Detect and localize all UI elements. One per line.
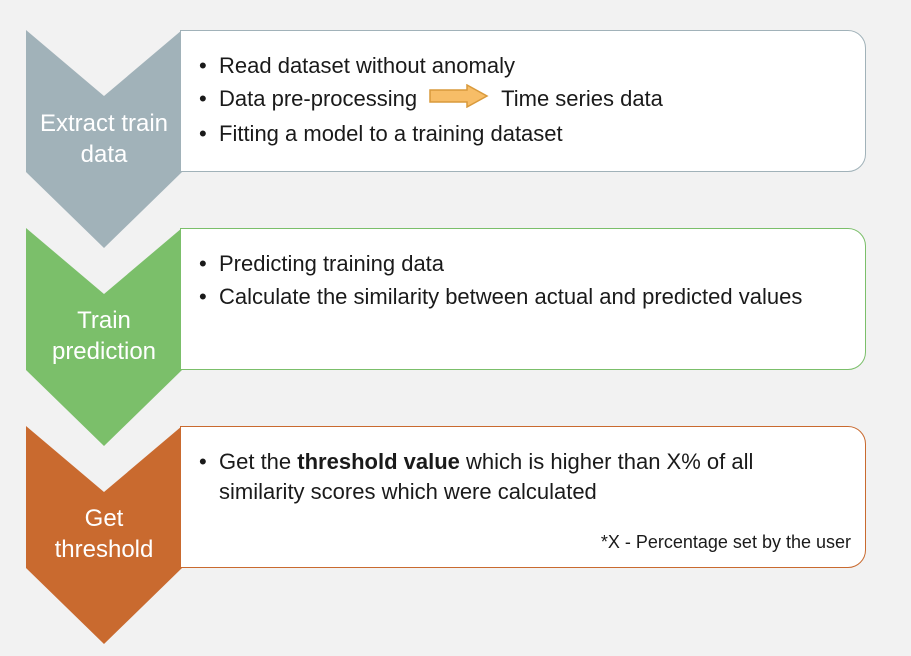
bullet-text-bold: threshold value: [297, 449, 460, 474]
chevron-extract-train-data: Extract train data: [26, 30, 182, 250]
chevron-label-2-line2: prediction: [51, 338, 157, 365]
bullet-text: Read dataset without anomaly: [219, 53, 515, 78]
list-item: • Predicting training data: [199, 249, 845, 279]
chevron-get-threshold: Get threshold: [26, 426, 182, 646]
chevron-shape-1: [26, 30, 182, 248]
chevron-shape-3: [26, 426, 182, 644]
bullet-icon: •: [199, 449, 207, 474]
chevron-label-3: Get threshold: [26, 503, 182, 565]
chevron-label-3-line1: Get: [84, 505, 124, 532]
list-item: • Data pre-processing Time series data: [199, 83, 845, 116]
bullet-text: Predicting training data: [219, 251, 445, 276]
bullet-icon: •: [199, 251, 207, 276]
chevron-label-3-line2: threshold: [54, 536, 154, 563]
footnote: *X - Percentage set by the user: [600, 532, 851, 552]
bullet-text-suffix: which is higher than X% of all similarit…: [219, 449, 754, 504]
list-item: • Read dataset without anomaly: [199, 51, 845, 81]
bullet-icon: •: [199, 53, 207, 78]
chevron-label-2-line1: Train: [77, 307, 131, 334]
list-item: • Fitting a model to a training dataset: [199, 119, 845, 149]
bullet-text: Calculate the similarity between actual …: [219, 284, 803, 309]
step-box-get-threshold: • Get the threshold value which is higher…: [180, 426, 866, 568]
right-arrow-icon: [429, 83, 489, 116]
bullet-list-3: • Get the threshold value which is higher…: [199, 447, 845, 510]
bullet-icon: •: [199, 86, 207, 111]
list-item: • Get the threshold value which is higher…: [199, 447, 845, 507]
chevron-shape-2: [26, 228, 182, 446]
chevron-label-2: Train prediction: [26, 305, 182, 367]
bullet-text: Data pre-processing: [219, 86, 418, 111]
chevron-label-1: Extract train data: [26, 108, 182, 170]
bullet-icon: •: [199, 121, 207, 147]
arrow-target-text: Time series data: [501, 86, 663, 111]
bullet-icon: •: [199, 284, 207, 309]
chevron-label-1-line2: data: [80, 141, 128, 168]
step-box-train-prediction: • Predicting training data • Calculate the…: [180, 228, 866, 370]
step-box-extract-train-data: • Read dataset without anomaly • Data pre-…: [180, 30, 866, 172]
list-item: • Calculate the similarity between actual…: [199, 282, 845, 312]
bullet-text-prefix: Get the: [219, 449, 298, 474]
bullet-text: Fitting a model to a training dataset: [219, 121, 563, 147]
bullet-list-2: • Predicting training data • Calculate the…: [199, 249, 845, 315]
chevron-label-1-line1: Extract train: [39, 110, 169, 137]
chevron-train-prediction: Train prediction: [26, 228, 182, 448]
bullet-list-1: • Read dataset without anomaly • Data pre-…: [199, 51, 845, 152]
